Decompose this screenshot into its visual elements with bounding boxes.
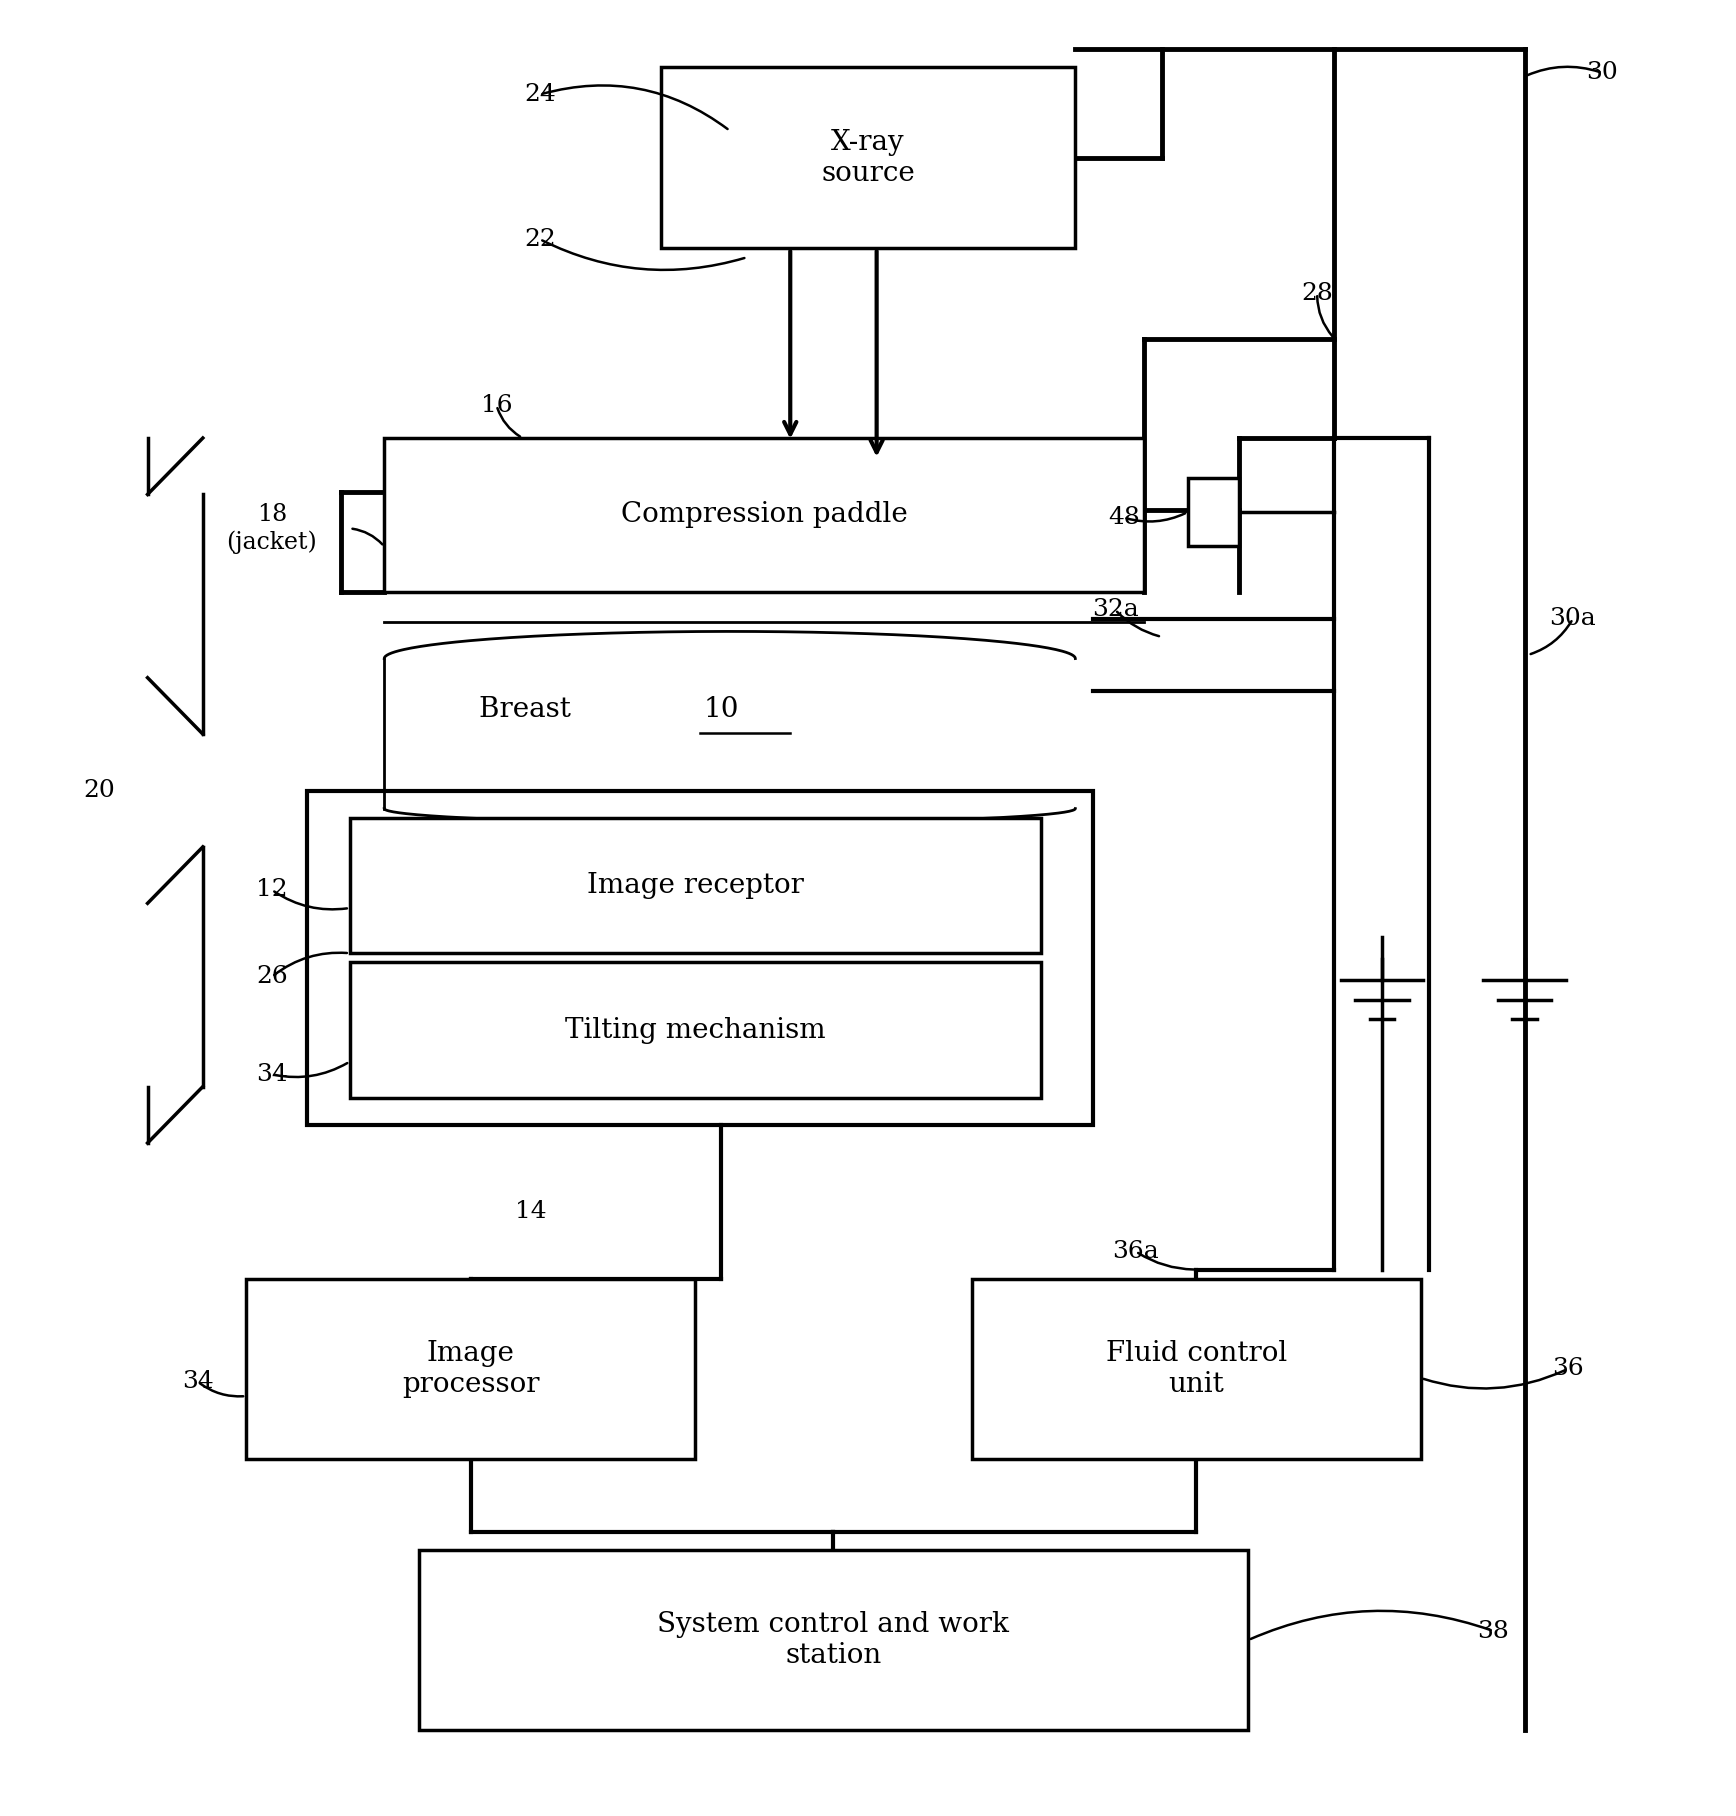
Text: 14: 14: [516, 1200, 547, 1224]
Text: Image receptor: Image receptor: [587, 872, 804, 899]
Bar: [349, 962, 1042, 1099]
Text: 34: 34: [257, 1062, 288, 1086]
Bar: [972, 1278, 1420, 1460]
Bar: [307, 790, 1092, 1124]
Text: System control and work
station: System control and work station: [658, 1611, 1009, 1669]
Text: Fluid control
unit: Fluid control unit: [1106, 1340, 1286, 1398]
Text: 22: 22: [524, 227, 556, 251]
Bar: [1187, 478, 1240, 547]
Text: Compression paddle: Compression paddle: [621, 501, 908, 528]
Text: Tilting mechanism: Tilting mechanism: [564, 1017, 826, 1044]
Text: 28: 28: [1302, 281, 1333, 305]
Bar: [384, 438, 1144, 592]
Text: 48: 48: [1108, 507, 1139, 528]
Text: 30a: 30a: [1550, 607, 1597, 630]
Text: Image
processor: Image processor: [403, 1340, 540, 1398]
Text: 16: 16: [481, 394, 512, 418]
Text: 36: 36: [1552, 1357, 1583, 1380]
Text: X-ray
source: X-ray source: [821, 129, 915, 187]
Text: 20: 20: [83, 779, 115, 803]
Text: 32a: 32a: [1092, 597, 1139, 621]
Bar: [349, 817, 1042, 953]
Text: 36a: 36a: [1113, 1240, 1160, 1262]
Text: 10: 10: [703, 696, 740, 723]
Text: 34: 34: [182, 1369, 214, 1393]
Text: 38: 38: [1477, 1620, 1509, 1642]
Text: 24: 24: [524, 84, 556, 105]
Bar: [661, 67, 1075, 249]
Text: 30: 30: [1587, 62, 1618, 84]
Bar: [247, 1278, 694, 1460]
Bar: [418, 1549, 1248, 1731]
Text: Breast: Breast: [479, 696, 580, 723]
Text: 18
(jacket): 18 (jacket): [227, 503, 318, 554]
Text: 12: 12: [257, 879, 288, 901]
Text: 26: 26: [257, 964, 288, 988]
